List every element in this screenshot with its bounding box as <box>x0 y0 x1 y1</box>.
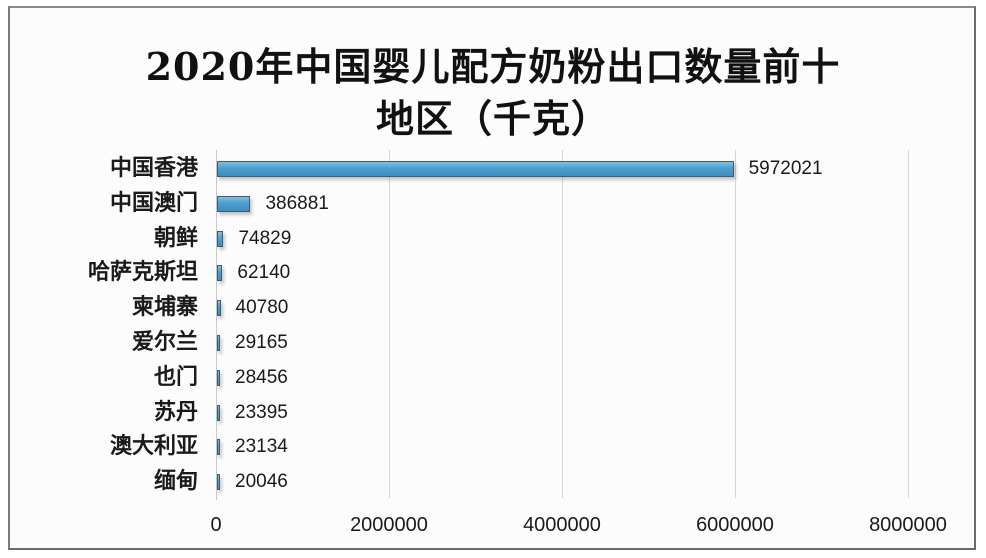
gridline <box>389 150 390 498</box>
bar <box>217 161 734 177</box>
value-label: 74829 <box>238 227 292 249</box>
bar <box>217 335 220 351</box>
chart-frame <box>8 6 976 550</box>
category-label: 苏丹 <box>153 399 198 425</box>
value-label: 5972021 <box>748 158 823 179</box>
chart-title-line-2: 地区（千克） <box>375 96 610 141</box>
bar <box>217 369 220 386</box>
value-label: 40780 <box>235 297 289 319</box>
bar <box>217 195 251 212</box>
category-label: 朝鲜 <box>153 225 198 251</box>
bar <box>217 230 224 247</box>
gridline <box>735 150 736 498</box>
x-tick-label: 4000000 <box>523 514 601 536</box>
gridline <box>562 150 563 498</box>
bar <box>217 474 220 491</box>
x-tick-label: 2000000 <box>350 514 428 536</box>
value-label: 20046 <box>235 471 288 493</box>
category-label: 爱尔兰 <box>131 330 198 355</box>
bar <box>217 404 220 421</box>
category-label: 哈萨克斯坦 <box>87 260 198 286</box>
gridline <box>908 150 909 498</box>
value-label: 23134 <box>235 436 288 458</box>
category-label: 柬埔寨 <box>131 295 198 321</box>
bar <box>217 265 223 282</box>
value-label: 28456 <box>235 366 288 388</box>
y-axis-line <box>216 150 217 500</box>
category-label: 澳大利亚 <box>109 434 198 460</box>
x-tick-label: 0 <box>210 514 222 536</box>
x-tick-label: 8000000 <box>869 514 947 536</box>
x-tick-label: 6000000 <box>696 514 774 536</box>
category-label: 也门 <box>153 364 198 390</box>
bar <box>217 439 220 456</box>
value-label: 62140 <box>237 262 291 284</box>
value-label: 29165 <box>235 332 288 353</box>
chart-title-line-1: 2020年中国婴儿配方奶粉出口数量前十 <box>145 44 841 89</box>
category-label: 中国澳门 <box>109 190 198 216</box>
category-label: 缅甸 <box>153 469 198 495</box>
category-label: 中国香港 <box>109 156 198 181</box>
bar <box>217 300 221 317</box>
value-label: 386881 <box>265 192 329 214</box>
value-label: 23395 <box>235 401 288 423</box>
